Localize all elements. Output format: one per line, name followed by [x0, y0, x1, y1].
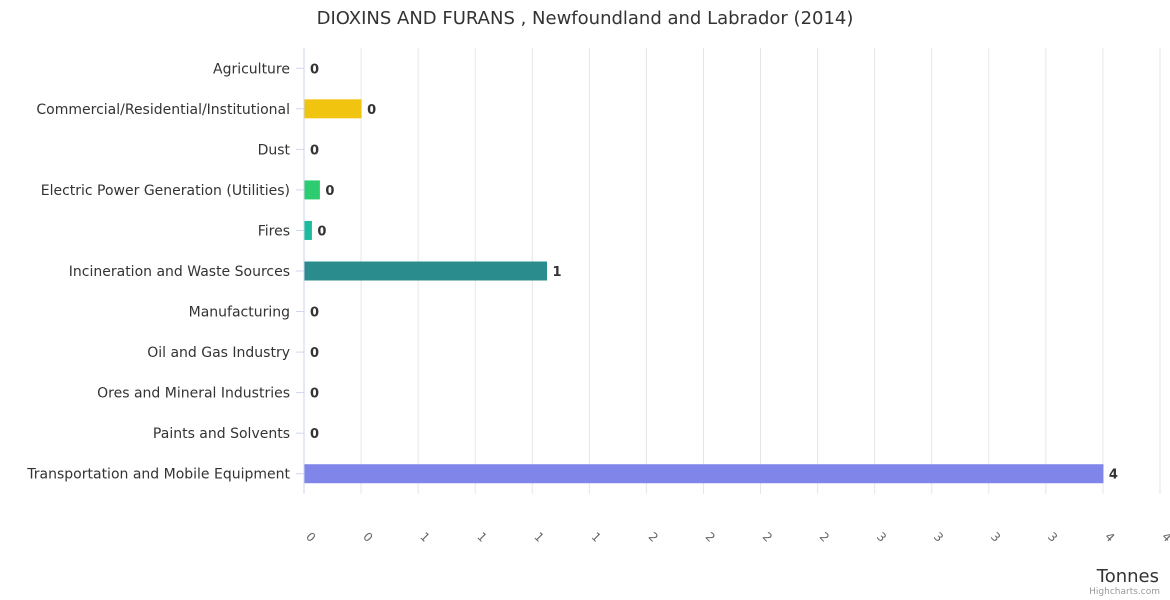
x-tick-label: 3 — [931, 530, 946, 545]
category-label: Dust — [258, 142, 291, 158]
category-label: Commercial/Residential/Institutional — [36, 102, 290, 118]
chart-title: DIOXINS AND FURANS , Newfoundland and La… — [317, 8, 854, 29]
data-label: 0 — [310, 346, 319, 361]
x-tick-label: 4 — [1102, 530, 1117, 545]
category-label: Electric Power Generation (Utilities) — [41, 183, 290, 199]
x-tick-label: 2 — [646, 530, 661, 545]
data-label: 0 — [310, 387, 319, 402]
x-tick-label: 3 — [1045, 530, 1060, 545]
category-label: Incineration and Waste Sources — [69, 264, 290, 280]
bar[interactable] — [304, 464, 1104, 484]
bars — [304, 99, 1104, 484]
data-labels: 0 0 0 0 0 1 0 0 0 0 4 — [310, 62, 1118, 482]
data-label: 0 — [317, 224, 326, 239]
data-label: 0 — [310, 62, 319, 77]
x-tick-label: 1 — [531, 530, 546, 545]
category-label: Transportation and Mobile Equipment — [26, 467, 290, 483]
x-tick-label: 0 — [303, 530, 318, 545]
bar[interactable] — [304, 220, 312, 240]
credits-link[interactable]: Highcharts.com — [1089, 587, 1160, 597]
category-label: Paints and Solvents — [153, 426, 290, 442]
category-labels: Agriculture Commercial/Residential/Instit… — [26, 61, 304, 483]
bar[interactable] — [304, 261, 548, 281]
x-tick-label: 3 — [988, 530, 1003, 545]
x-axis-ticks: 0 0 1 1 1 1 2 2 2 2 3 3 3 3 4 4 — [303, 530, 1170, 545]
category-label: Fires — [258, 223, 290, 239]
x-axis-title: Tonnes — [1096, 566, 1159, 587]
bar[interactable] — [304, 99, 362, 119]
data-label: 0 — [310, 143, 319, 158]
data-label: 4 — [1109, 468, 1118, 483]
grid-lines — [360, 48, 1161, 494]
category-label: Manufacturing — [189, 305, 290, 321]
category-label: Agriculture — [213, 61, 290, 77]
x-tick-label: 1 — [417, 530, 432, 545]
x-tick-label: 0 — [360, 530, 375, 545]
x-tick-label: 3 — [874, 530, 889, 545]
x-tick-label: 2 — [703, 530, 718, 545]
data-label: 1 — [553, 265, 562, 280]
data-label: 0 — [310, 306, 319, 321]
x-tick-label: 2 — [760, 530, 775, 545]
x-tick-label: 2 — [817, 530, 832, 545]
x-tick-label: 4 — [1159, 530, 1170, 545]
x-tick-label: 1 — [589, 530, 604, 545]
category-label: Oil and Gas Industry — [147, 345, 290, 361]
category-label: Ores and Mineral Industries — [97, 386, 290, 402]
data-label: 0 — [325, 184, 334, 199]
x-tick-label: 1 — [474, 530, 489, 545]
data-label: 0 — [310, 427, 319, 442]
bar[interactable] — [304, 180, 320, 200]
data-label: 0 — [367, 103, 376, 118]
